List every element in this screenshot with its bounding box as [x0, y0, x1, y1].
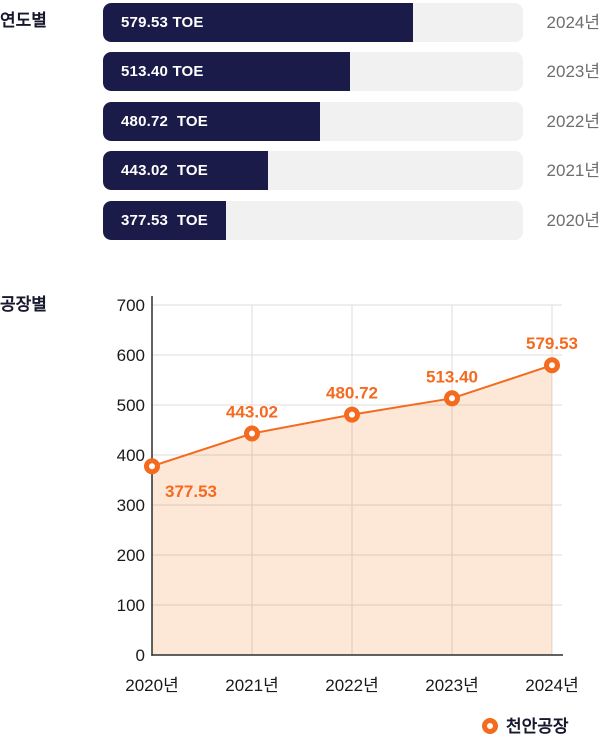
- bar-track: 513.40 TOE: [103, 52, 523, 91]
- data-point-marker: [444, 390, 460, 407]
- bar-fill: 443.02 TOE: [103, 151, 269, 190]
- bar-track: 443.02 TOE: [103, 151, 523, 190]
- bar-track: 579.53 TOE: [103, 3, 523, 42]
- point-value-label: 377.53: [165, 482, 217, 501]
- y-tick-label: 600: [117, 346, 145, 365]
- point-value-label: 443.02: [226, 402, 278, 421]
- bar-row: 513.40 TOE 2023년: [103, 52, 600, 91]
- y-tick-label: 300: [117, 496, 145, 515]
- yearly-section-title: 연도별: [0, 11, 47, 30]
- bar-row: 579.53 TOE 2024년: [103, 3, 600, 42]
- bar-track: 377.53 TOE: [103, 201, 523, 240]
- bar-value-label: 480.72 TOE: [121, 113, 208, 130]
- y-tick-label: 700: [117, 296, 145, 315]
- bar-year-label: 2023년: [546, 62, 600, 81]
- bar-fill: 579.53 TOE: [103, 3, 413, 42]
- factory-section-title: 공장별: [0, 295, 47, 314]
- bar-year-label: 2024년: [546, 13, 600, 32]
- bar-value-label: 377.53 TOE: [121, 212, 208, 229]
- x-tick-label: 2021년: [225, 676, 278, 695]
- y-tick-label: 100: [117, 596, 145, 615]
- x-tick-label: 2020년: [125, 676, 178, 695]
- y-tick-label: 200: [117, 546, 145, 565]
- bar-year-label: 2021년: [546, 161, 600, 180]
- y-tick-label: 400: [117, 446, 145, 465]
- point-value-label: 513.40: [426, 367, 478, 386]
- legend-label: 천안공장: [506, 717, 569, 736]
- point-value-label: 480.72: [326, 384, 378, 403]
- x-tick-label: 2024년: [525, 676, 578, 695]
- bar-track: 480.72 TOE: [103, 102, 523, 141]
- bar-value-label: 579.53 TOE: [121, 14, 204, 31]
- legend-marker-icon: [482, 718, 498, 734]
- data-point-marker: [244, 425, 260, 442]
- bar-fill: 480.72 TOE: [103, 102, 321, 141]
- data-point-marker: [144, 458, 160, 475]
- bar-value-label: 443.02 TOE: [121, 162, 208, 179]
- bar-row: 443.02 TOE 2021년: [103, 151, 600, 190]
- bar-row: 480.72 TOE 2022년: [103, 102, 600, 141]
- x-tick-label: 2023년: [425, 676, 478, 695]
- bar-year-label: 2020년: [546, 211, 600, 230]
- bar-year-label: 2022년: [546, 112, 600, 131]
- bar-row: 377.53 TOE 2020년: [103, 201, 600, 240]
- bar-value-label: 513.40 TOE: [121, 63, 204, 80]
- bar-fill: 377.53 TOE: [103, 201, 227, 240]
- data-point-marker: [544, 357, 560, 374]
- data-point-marker: [344, 406, 360, 423]
- point-value-label: 579.53: [526, 334, 578, 353]
- y-tick-label: 500: [117, 396, 145, 415]
- y-tick-label: 0: [136, 646, 145, 665]
- bar-fill: 513.40 TOE: [103, 52, 350, 91]
- x-tick-label: 2022년: [325, 676, 378, 695]
- yearly-bar-chart: 579.53 TOE 2024년 513.40 TOE 2023년 480.72…: [103, 0, 600, 245]
